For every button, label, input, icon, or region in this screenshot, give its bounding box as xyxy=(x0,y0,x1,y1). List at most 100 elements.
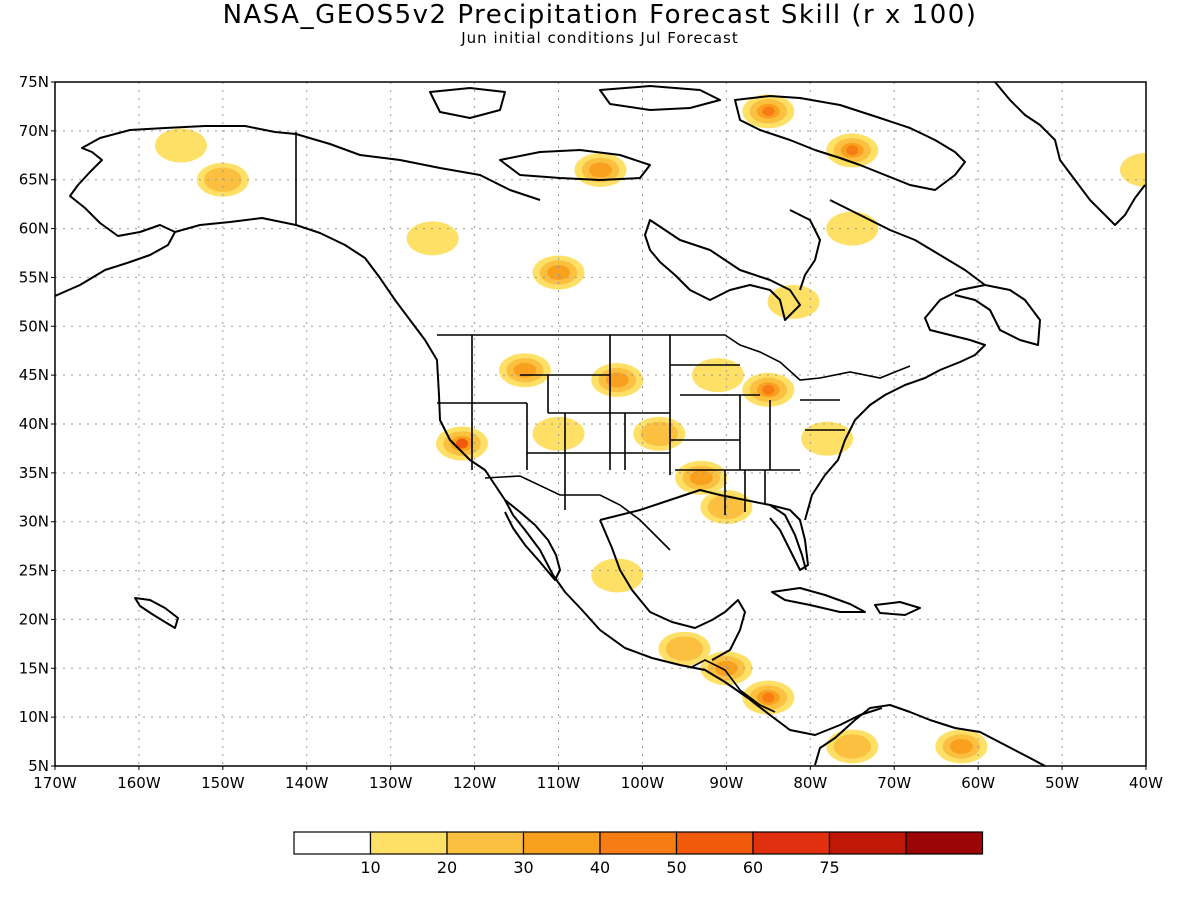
coast-florida xyxy=(769,504,807,571)
coast-east xyxy=(804,284,1041,521)
lon-label: 100W xyxy=(621,774,665,792)
border-states-east xyxy=(670,364,845,515)
skill-region-yukon-level-1 xyxy=(406,221,459,256)
lat-label: 20N xyxy=(19,610,49,628)
lon-label: 160W xyxy=(117,774,161,792)
skill-region-venezuela-level-3 xyxy=(949,738,973,754)
colorbar-segment-0 xyxy=(293,831,372,855)
colorbar-label: 40 xyxy=(590,858,610,877)
lon-label: 90W xyxy=(709,774,743,792)
skill-region-baffin-level-4 xyxy=(762,106,775,117)
lat-label: 5N xyxy=(28,757,49,775)
coast-hudson-bay xyxy=(644,219,801,321)
political-borders xyxy=(295,132,911,713)
lon-label: 110W xyxy=(537,774,581,792)
longitude-labels: 170W 160W 150W 140W 130W 120W 110W 100W 90W 80W 70… xyxy=(33,774,1163,792)
lon-label: 50W xyxy=(1045,774,1079,792)
lat-label: 40N xyxy=(19,415,49,433)
coast-gulf xyxy=(599,519,746,661)
lat-label: 75N xyxy=(19,73,49,91)
coast-alaska-north xyxy=(295,133,541,201)
skill-region-baffin-east-level-4 xyxy=(846,145,859,156)
coast-baffin xyxy=(734,95,966,191)
coast-cuba xyxy=(771,587,866,613)
coast-hispaniola xyxy=(874,601,921,616)
coast-hudson-east xyxy=(789,209,821,291)
coast-south-america xyxy=(814,704,1046,766)
lon-label: 170W xyxy=(33,774,77,792)
colorbar-segment-5 xyxy=(675,831,754,855)
skill-region-wisconsin-level-1 xyxy=(691,358,744,393)
colorbar-label: 30 xyxy=(513,858,533,877)
skill-region-alaska-north-level-1 xyxy=(154,128,207,163)
lon-label: 40W xyxy=(1129,774,1163,792)
lat-label: 15N xyxy=(19,659,49,677)
lat-label: 50N xyxy=(19,317,49,335)
coast-greenland xyxy=(994,82,1146,226)
skill-region-colombia-level-2 xyxy=(833,734,871,759)
skill-region-montana-level-3 xyxy=(513,362,537,378)
colorbar-label: 50 xyxy=(666,858,686,877)
skill-region-mexico-south-level-2 xyxy=(665,636,704,661)
colorbar-labels: 10 20 30 40 50 60 75 xyxy=(360,858,839,877)
skill-region-labrador-level-1 xyxy=(826,211,879,246)
coast-alaska-west xyxy=(55,125,297,297)
colorbar-segment-2 xyxy=(446,831,525,855)
lat-label: 30N xyxy=(19,513,49,531)
skill-region-greenland-east-level-1 xyxy=(1120,152,1146,187)
lon-label: 70W xyxy=(877,774,911,792)
colorbar xyxy=(293,831,984,855)
skill-region-hudson-east-level-1 xyxy=(767,284,820,319)
border-central-america xyxy=(689,659,776,713)
skill-region-colorado-level-1 xyxy=(532,416,585,451)
chart-subtitle: Jun initial conditions Jul Forecast xyxy=(461,29,739,47)
lon-label: 80W xyxy=(793,774,827,792)
lon-label: 130W xyxy=(369,774,413,792)
lat-label: 60N xyxy=(19,220,49,238)
latitude-labels: 75N 70N 65N 60N 55N 50N 45N 40N 35N 30N 25N 20N 15N 1… xyxy=(19,73,49,775)
lon-label: 60W xyxy=(961,774,995,792)
colorbar-segment-8 xyxy=(905,831,984,855)
colorbar-label: 10 xyxy=(360,858,380,877)
colorbar-segment-1 xyxy=(369,831,448,855)
lat-label: 65N xyxy=(19,171,49,189)
skill-region-guatemala-level-3 xyxy=(714,660,738,676)
colorbar-label: 75 xyxy=(819,858,839,877)
colorbar-segment-3 xyxy=(522,831,601,855)
lat-label: 10N xyxy=(19,708,49,726)
coast-victoria-island xyxy=(499,149,651,181)
skill-region-dakota-level-3 xyxy=(605,372,629,388)
lat-label: 25N xyxy=(19,562,49,580)
coast-labrador xyxy=(829,199,986,286)
axis-ticks xyxy=(51,81,1147,770)
lat-label: 55N xyxy=(19,268,49,286)
skill-region-mexico-central-level-1 xyxy=(591,558,644,593)
colorbar-label: 20 xyxy=(437,858,457,877)
lat-label: 70N xyxy=(19,122,49,140)
lon-label: 140W xyxy=(285,774,329,792)
border-us-canada xyxy=(437,334,911,381)
border-states-west xyxy=(437,335,671,510)
skill-region-california-level-5 xyxy=(456,438,469,449)
skill-region-michigan-level-4 xyxy=(762,384,775,395)
skill-shading xyxy=(154,94,1146,764)
skill-region-kansas-level-2 xyxy=(640,421,678,447)
border-us-mexico xyxy=(484,475,671,551)
coastlines xyxy=(55,82,1146,766)
coast-baja xyxy=(504,499,561,581)
colorbar-segment-4 xyxy=(599,831,678,855)
lat-label: 35N xyxy=(19,464,49,482)
coast-ellesmere xyxy=(599,85,721,111)
coast-hawaii xyxy=(134,597,179,629)
colorbar-label: 60 xyxy=(743,858,763,877)
coast-banks-island xyxy=(429,87,506,119)
skill-region-nicaragua-level-4 xyxy=(762,692,775,703)
skill-region-northwest-territories-level-3 xyxy=(589,162,612,178)
chart-title: NASA_GEOS5v2 Precipitation Forecast Skil… xyxy=(222,0,978,30)
skill-region-arkansas-level-3 xyxy=(689,470,713,486)
lon-label: 120W xyxy=(453,774,497,792)
coast-gulf-north xyxy=(599,489,809,571)
skill-region-saskatchewan-level-3 xyxy=(547,265,570,281)
lon-label: 150W xyxy=(201,774,245,792)
